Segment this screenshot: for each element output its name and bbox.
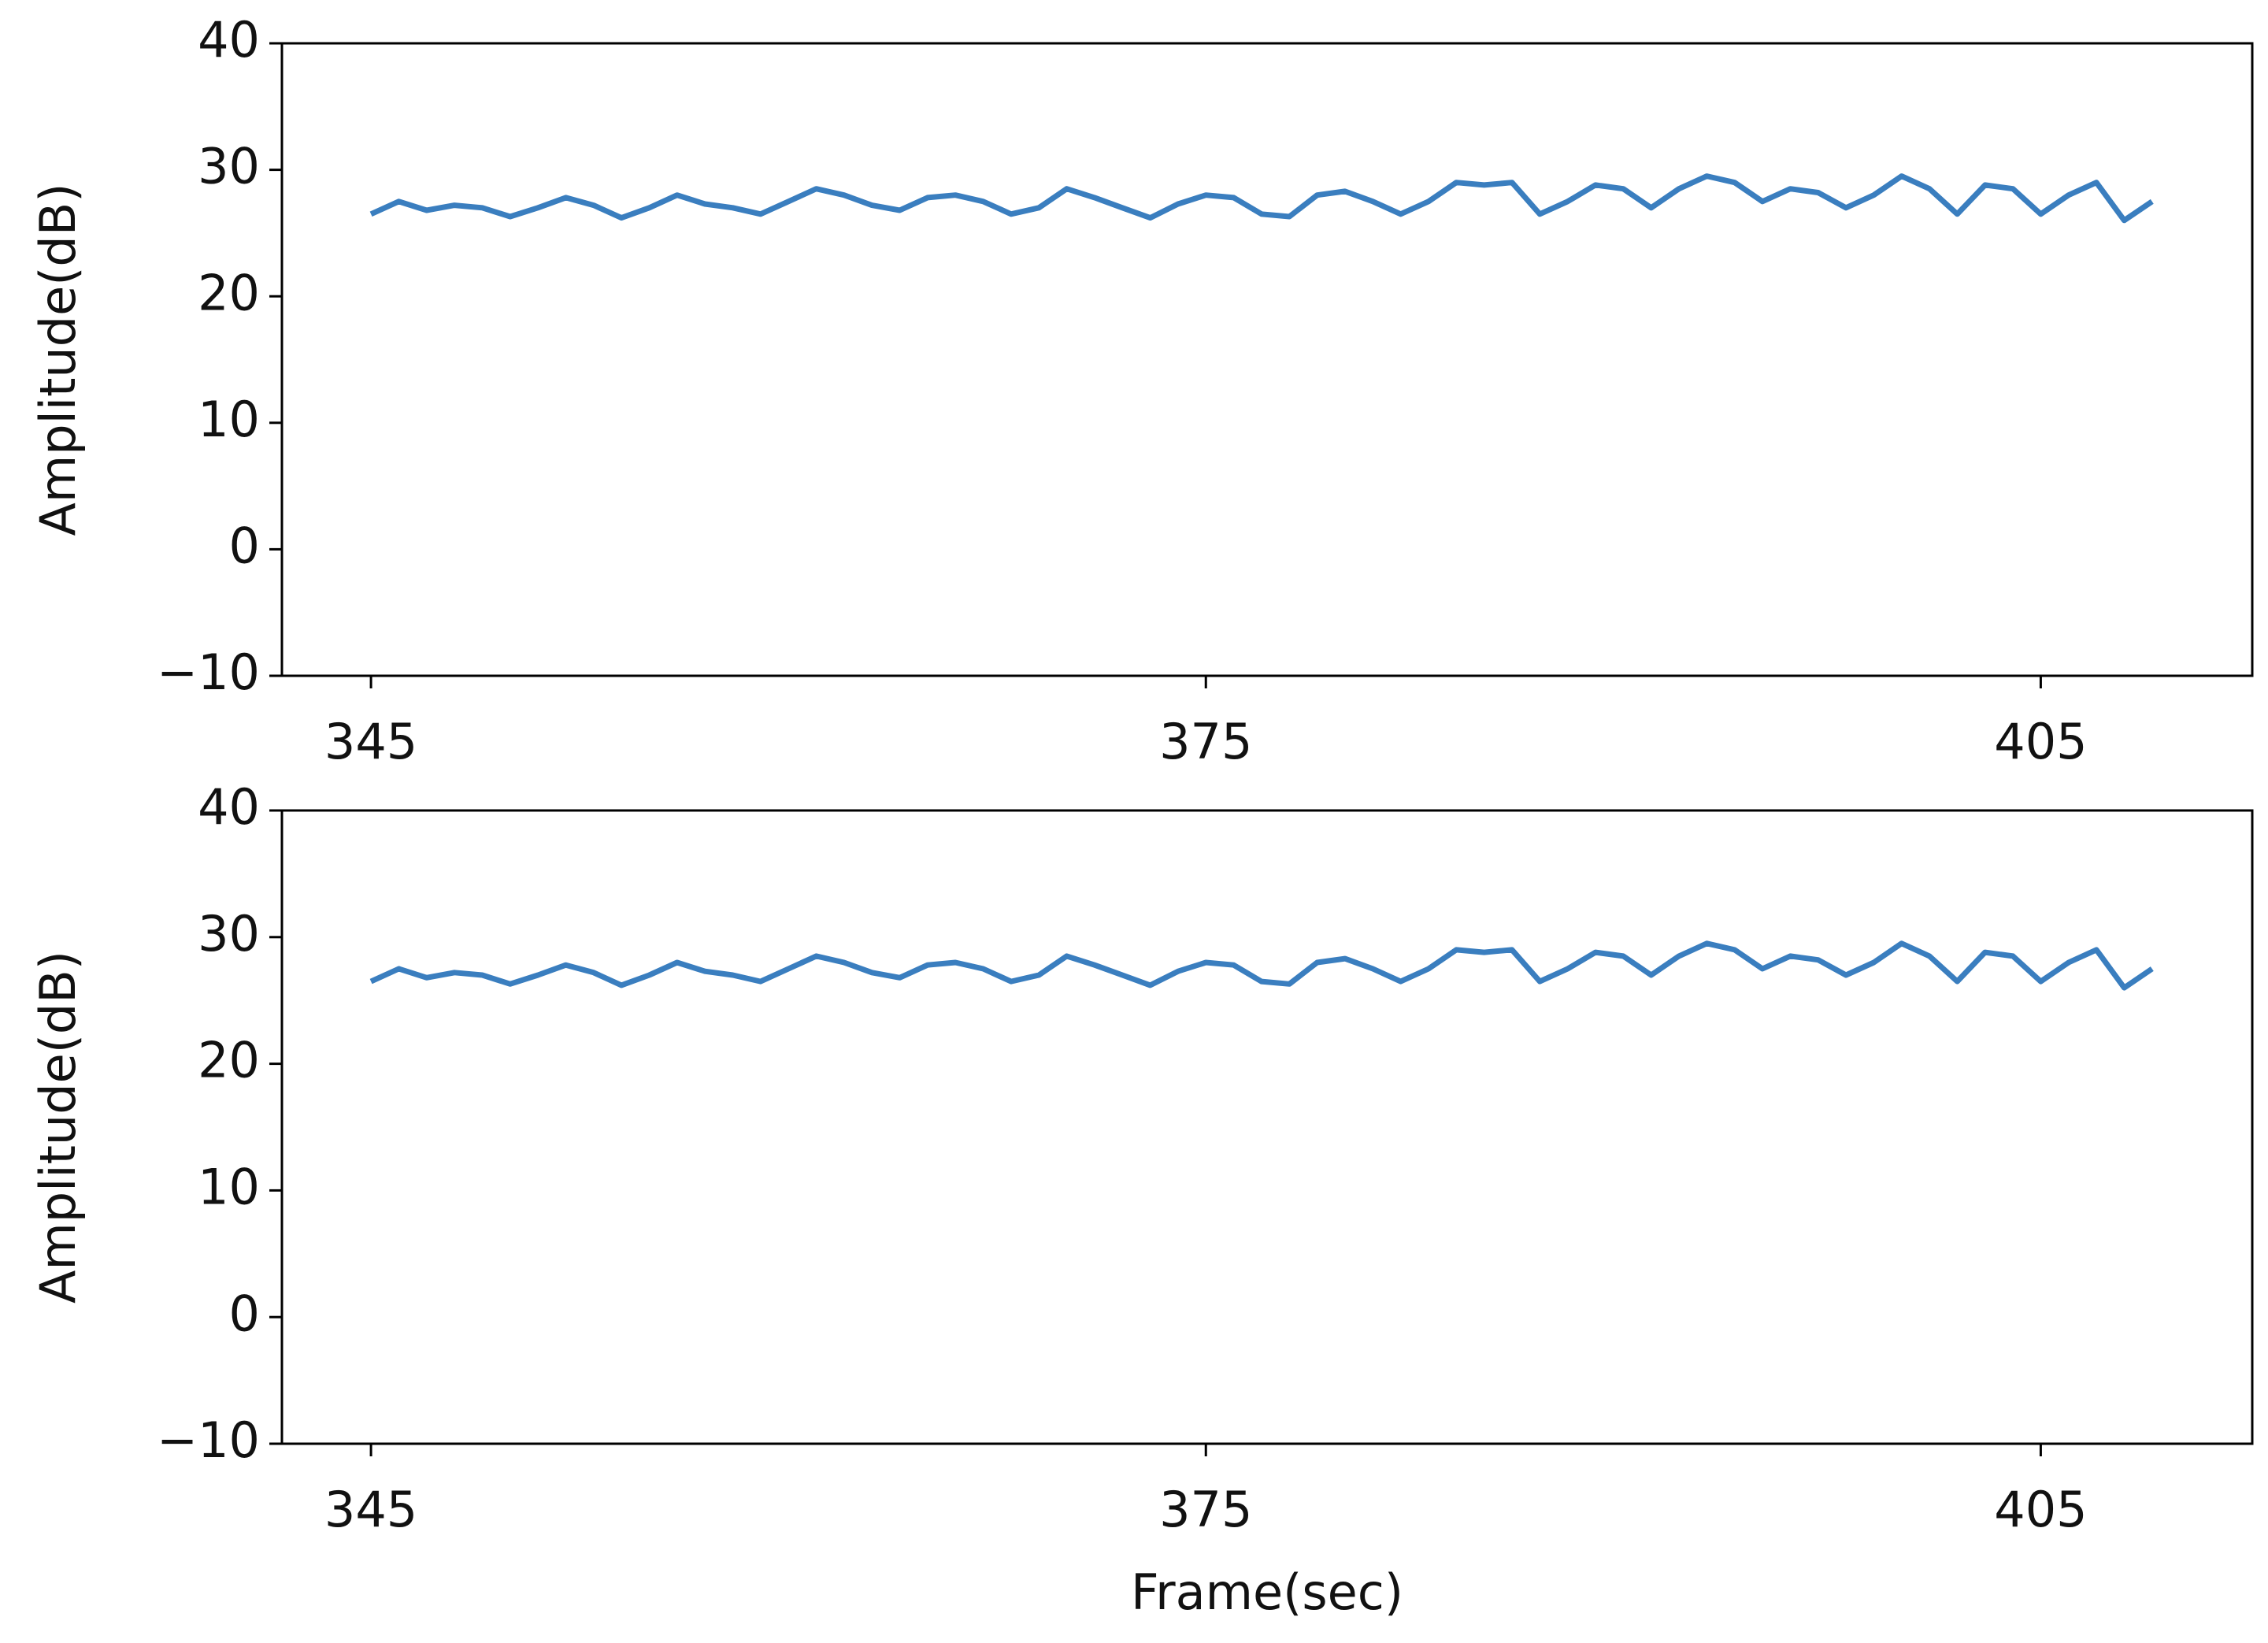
y-tick-label: 20	[198, 264, 260, 321]
line-series	[369, 940, 2154, 991]
x-tick-label: 345	[324, 713, 417, 770]
y-tick-label: 40	[198, 11, 260, 69]
y-tick-label: 10	[198, 1158, 260, 1215]
y-tick-label: −10	[157, 643, 260, 701]
x-tick-label: 405	[1994, 1481, 2087, 1538]
x-tick-label: 345	[324, 1481, 417, 1538]
y-tick-label: −10	[157, 1411, 260, 1469]
x-tick-label: 405	[1994, 713, 2087, 770]
x-axis-label: Frame(sec)	[1131, 1563, 1403, 1621]
x-tick-label: 375	[1159, 713, 1252, 770]
y-tick-label: 30	[198, 138, 260, 195]
y-axis-label: Amplitude(dB)	[29, 951, 87, 1304]
y-axis-label: Amplitude(dB)	[29, 184, 87, 536]
y-tick-label: 10	[198, 391, 260, 448]
line-series	[369, 173, 2154, 224]
y-tick-label: 30	[198, 905, 260, 962]
y-tick-label: 0	[229, 517, 260, 574]
axes-frame	[280, 42, 2254, 677]
x-tick-label: 375	[1159, 1481, 1252, 1538]
y-tick-label: 40	[198, 778, 260, 836]
axes-frame	[280, 809, 2254, 1445]
y-tick-label: 0	[229, 1285, 260, 1342]
y-tick-label: 20	[198, 1032, 260, 1089]
